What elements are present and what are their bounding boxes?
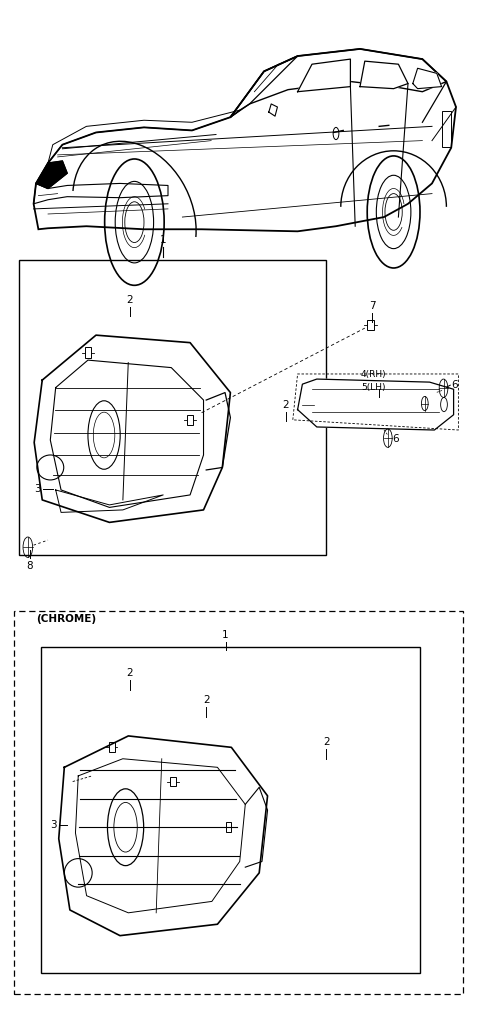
Text: 1: 1 [160, 234, 167, 245]
Text: 3: 3 [50, 820, 57, 830]
Polygon shape [360, 61, 408, 89]
Text: 4(RH): 4(RH) [361, 370, 386, 379]
Text: 2: 2 [203, 695, 210, 705]
Polygon shape [298, 379, 454, 430]
Bar [14, 611, 463, 994]
Polygon shape [245, 788, 267, 867]
Bar [368, 320, 374, 330]
Polygon shape [413, 68, 442, 89]
Text: 1: 1 [222, 630, 229, 640]
Text: 2: 2 [282, 399, 289, 410]
Text: (CHROME): (CHROME) [36, 613, 96, 624]
Polygon shape [206, 392, 230, 470]
Text: 6: 6 [451, 380, 458, 390]
Bar [187, 415, 193, 425]
Text: 2: 2 [126, 294, 133, 305]
Polygon shape [59, 736, 267, 935]
Bar [41, 647, 420, 973]
Bar [109, 743, 115, 752]
Bar [85, 347, 91, 358]
Bar [226, 822, 231, 833]
Polygon shape [269, 104, 277, 116]
Text: 5(LH): 5(LH) [361, 383, 385, 392]
Bar [19, 260, 326, 555]
Text: 2: 2 [323, 737, 330, 747]
Polygon shape [36, 161, 67, 189]
Text: 6: 6 [392, 434, 399, 444]
Polygon shape [298, 59, 350, 92]
Text: 8: 8 [26, 561, 33, 572]
Bar [442, 111, 451, 147]
Text: 2: 2 [126, 667, 133, 678]
Text: 3: 3 [34, 484, 41, 494]
Polygon shape [34, 335, 230, 523]
Polygon shape [56, 490, 163, 513]
Text: 7: 7 [369, 301, 375, 311]
Bar [170, 776, 176, 787]
